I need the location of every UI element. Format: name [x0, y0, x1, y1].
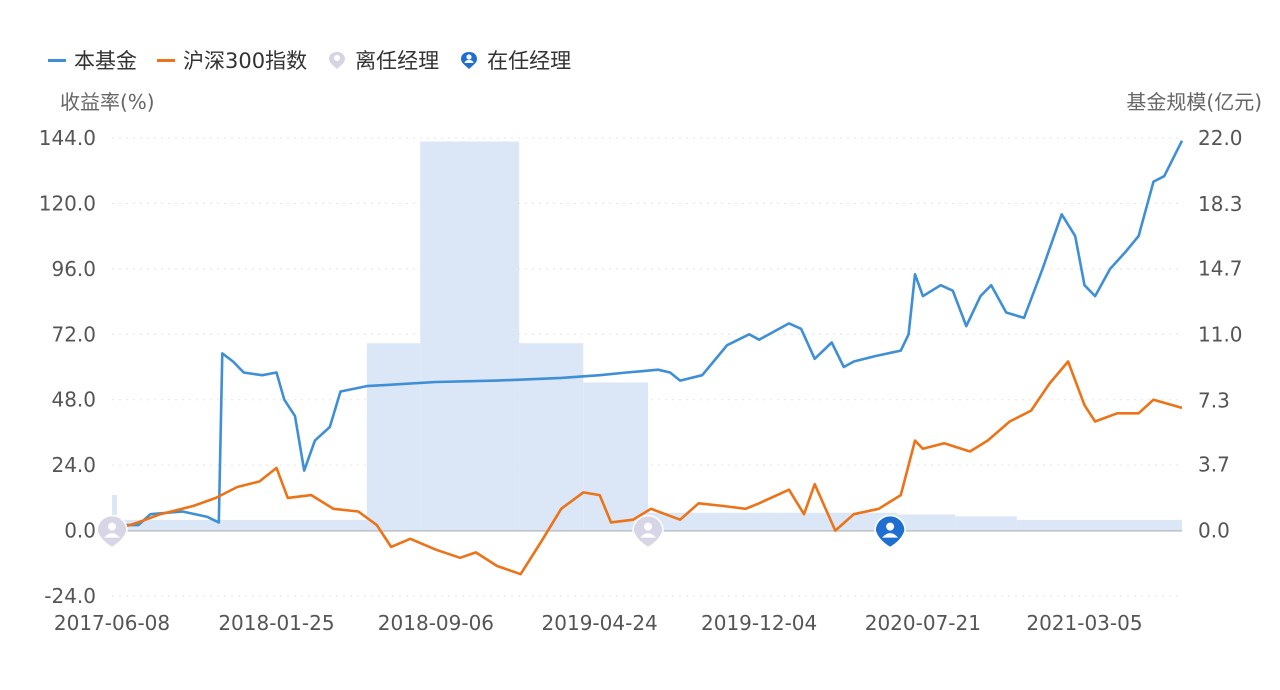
- y2-tick-label: 11.0: [1198, 322, 1243, 346]
- scale-bar: [1016, 519, 1182, 531]
- scale-bar: [222, 519, 367, 531]
- fund-line: [112, 140, 1184, 527]
- former-manager-marker[interactable]: [632, 514, 664, 549]
- x-tick-label: 2020-07-21: [865, 611, 981, 635]
- y-tick-label: -24.0: [44, 584, 96, 608]
- x-tick-label: 2019-12-04: [701, 611, 817, 635]
- left-axis-title: 收益率(%): [60, 90, 155, 114]
- current-manager-marker[interactable]: [874, 514, 906, 549]
- x-tick-label: 2017-06-08: [54, 611, 170, 635]
- x-tick-label: 2021-03-05: [1026, 611, 1142, 635]
- scale-bar: [583, 382, 649, 531]
- y-tick-label: 120.0: [39, 191, 96, 215]
- scale-bar: [420, 141, 520, 531]
- scale-bar: [648, 512, 898, 531]
- legend-label-current-manager: 在任经理: [487, 49, 572, 73]
- y-tick-label: 96.0: [51, 257, 96, 281]
- y-tick-label: 48.0: [51, 388, 96, 412]
- y-tick-label: 72.0: [51, 322, 96, 346]
- y2-tick-label: 7.3: [1198, 388, 1230, 412]
- index-line: [111, 360, 1183, 576]
- x-tick-label: 2018-09-06: [378, 611, 494, 635]
- scale-bar: [366, 343, 421, 531]
- y-tick-label: 144.0: [39, 126, 96, 150]
- scale-bar: [116, 519, 223, 531]
- fund-line-swatch: [48, 58, 66, 62]
- legend-label-former-manager: 离任经理: [355, 49, 440, 73]
- y-tick-label: 0.0: [64, 519, 96, 543]
- legend-item-fund[interactable]: 本基金: [48, 45, 137, 75]
- x-tick-label: 2018-01-25: [218, 611, 334, 635]
- legend-label-fund: 本基金: [74, 49, 137, 73]
- y2-tick-label: 18.3: [1198, 192, 1243, 216]
- legend: 本基金 沪深300指数 离任经理 在任经理: [48, 44, 591, 76]
- y2-tick-label: 14.7: [1198, 256, 1243, 280]
- y2-tick-label: 3.7: [1198, 453, 1230, 477]
- y2-tick-label: 0.0: [1198, 519, 1230, 543]
- legend-item-current-manager[interactable]: 在任经理: [459, 45, 571, 75]
- scale-bar: [897, 514, 956, 531]
- y-tick-label: 24.0: [51, 453, 96, 477]
- former-manager-marker[interactable]: [96, 514, 128, 549]
- scale-bar: [112, 494, 117, 531]
- index-line-swatch: [157, 58, 175, 62]
- legend-item-former-manager[interactable]: 离任经理: [327, 45, 439, 75]
- x-tick-label: 2019-04-24: [542, 611, 658, 635]
- scale-bar: [955, 516, 1017, 531]
- legend-label-index: 沪深300指数: [183, 49, 308, 73]
- right-axis-title: 基金规模(亿元): [1126, 90, 1262, 114]
- former-manager-icon: [329, 52, 346, 69]
- legend-item-index[interactable]: 沪深300指数: [157, 45, 307, 75]
- current-manager-icon: [461, 52, 478, 69]
- y2-tick-label: 22.0: [1198, 126, 1243, 150]
- scale-bar: [519, 343, 584, 531]
